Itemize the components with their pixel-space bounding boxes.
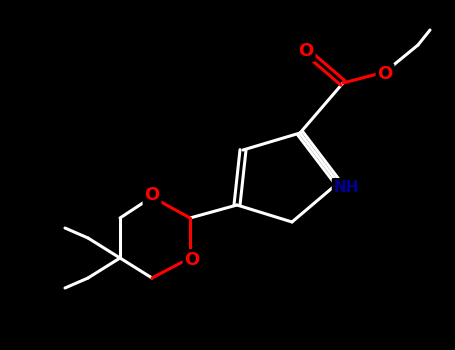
- Text: O: O: [144, 186, 160, 204]
- Text: O: O: [298, 42, 313, 60]
- Text: NH: NH: [333, 180, 359, 195]
- Text: O: O: [184, 251, 200, 269]
- Text: O: O: [377, 65, 393, 83]
